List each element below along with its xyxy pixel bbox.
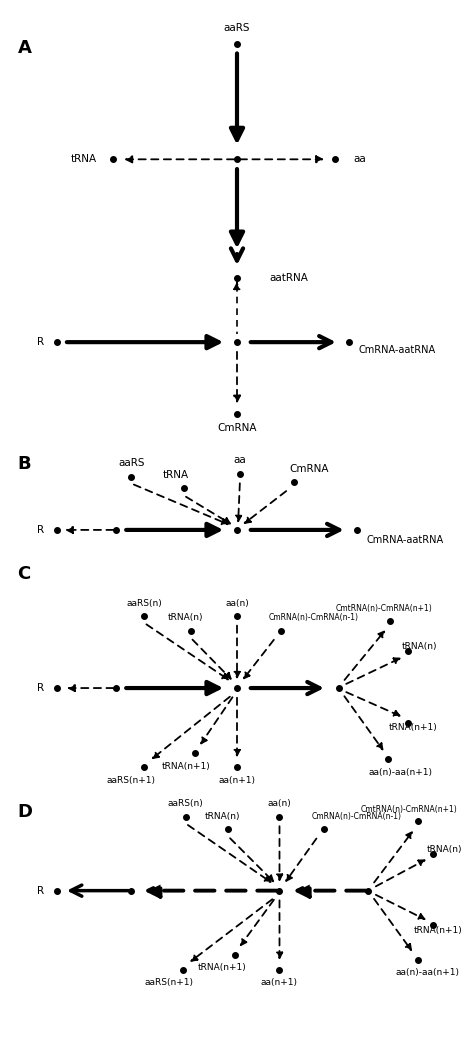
Text: tRNA(n): tRNA(n) [204, 812, 240, 821]
Text: CmtRNA(n)-CmRNA(n+1): CmtRNA(n)-CmRNA(n+1) [336, 605, 433, 614]
Text: CmRNA-aatRNA: CmRNA-aatRNA [358, 345, 436, 355]
Text: tRNA(n): tRNA(n) [168, 613, 203, 622]
Text: aaRS(n): aaRS(n) [126, 598, 162, 608]
Text: CmRNA(n)-CmRNA(n-1): CmRNA(n)-CmRNA(n-1) [311, 812, 401, 821]
Text: aa(n): aa(n) [268, 799, 292, 809]
Text: aa(n+1): aa(n+1) [219, 776, 255, 786]
Text: CmRNA(n)-CmRNA(n-1): CmRNA(n)-CmRNA(n-1) [269, 613, 359, 622]
Text: aaRS(n): aaRS(n) [168, 799, 203, 809]
Text: R: R [37, 337, 44, 347]
Text: aa: aa [234, 455, 246, 464]
Text: tRNA(n): tRNA(n) [427, 844, 462, 854]
Text: C: C [18, 566, 31, 584]
Text: tRNA(n+1): tRNA(n+1) [414, 926, 462, 935]
Text: CmRNA: CmRNA [290, 463, 329, 474]
Text: tRNA(n+1): tRNA(n+1) [198, 963, 246, 972]
Text: CmRNA: CmRNA [217, 424, 257, 433]
Text: aa: aa [354, 155, 366, 164]
Text: tRNA: tRNA [71, 155, 97, 164]
Text: aaRS: aaRS [224, 23, 250, 32]
Text: CmRNA-aatRNA: CmRNA-aatRNA [366, 535, 444, 545]
Text: tRNA(n+1): tRNA(n+1) [389, 723, 438, 732]
Text: aa(n+1): aa(n+1) [261, 978, 298, 987]
Text: tRNA(n+1): tRNA(n+1) [161, 761, 210, 771]
Text: aa(n): aa(n) [225, 598, 249, 608]
Text: B: B [18, 455, 31, 473]
Text: aa(n)-aa(n+1): aa(n)-aa(n+1) [369, 768, 433, 776]
Text: aatRNA: aatRNA [270, 273, 309, 282]
Text: aaRS(n+1): aaRS(n+1) [144, 978, 193, 987]
Text: aa(n)-aa(n+1): aa(n)-aa(n+1) [395, 969, 459, 977]
Text: tRNA(n): tRNA(n) [402, 642, 438, 651]
Text: A: A [18, 39, 31, 56]
Text: CmtRNA(n)-CmRNA(n+1): CmtRNA(n)-CmRNA(n+1) [361, 805, 457, 814]
Text: R: R [37, 886, 44, 895]
Text: D: D [18, 802, 33, 820]
Text: R: R [37, 683, 44, 693]
Text: aaRS(n+1): aaRS(n+1) [107, 776, 156, 786]
Text: aaRS: aaRS [118, 458, 145, 468]
Text: tRNA: tRNA [163, 470, 189, 479]
Text: R: R [37, 525, 44, 535]
